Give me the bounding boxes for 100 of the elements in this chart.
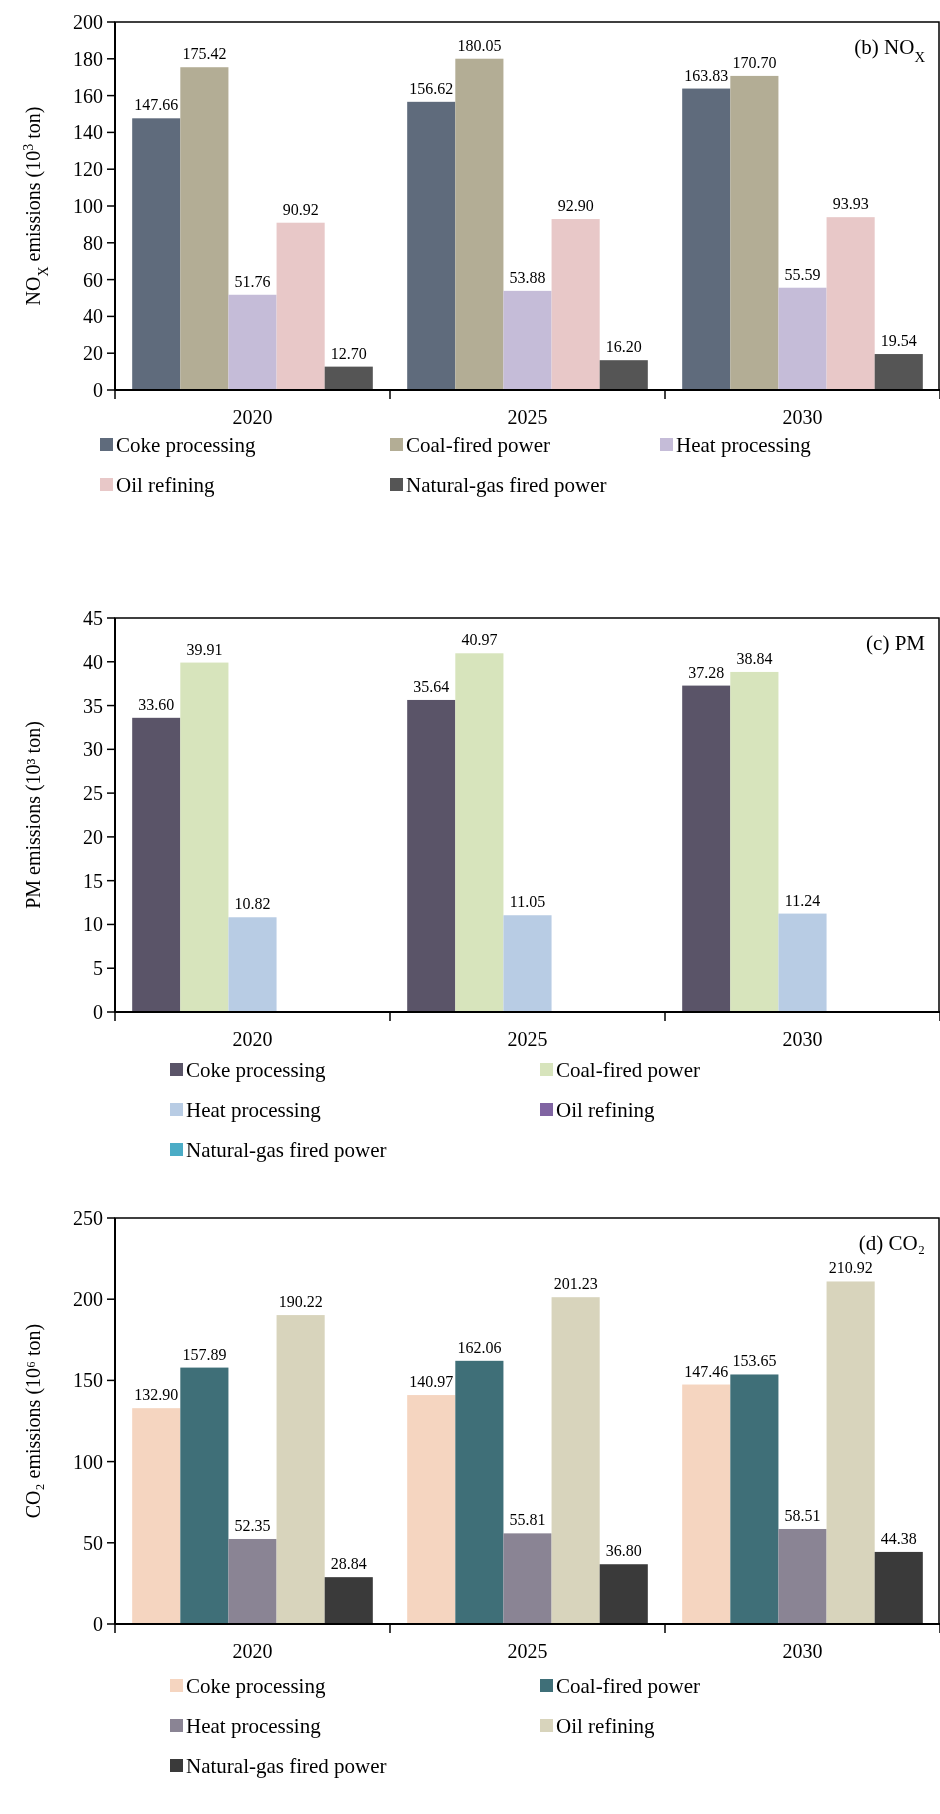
y-tick-label: 140	[73, 121, 103, 144]
data-label: 93.93	[832, 195, 869, 213]
y-tick-label: 0	[93, 1001, 103, 1023]
y-tick-label: 100	[73, 195, 103, 217]
y-tick-label: 45	[83, 607, 103, 629]
x-tick-label: 2030	[782, 406, 823, 428]
y-tick-label: 100	[73, 1450, 103, 1473]
legend-label: Coke processing	[186, 1058, 326, 1083]
x-tick-label: 2030	[782, 1640, 823, 1662]
bar	[682, 88, 731, 390]
x-tick-label: 2020	[232, 406, 273, 428]
data-label: 201.23	[553, 1275, 598, 1293]
y-tick-label: 150	[73, 1369, 103, 1392]
y-tick-label: 60	[83, 268, 103, 291]
data-label: 33.60	[138, 695, 175, 713]
bar	[730, 1374, 779, 1624]
bar	[778, 287, 827, 390]
bar	[228, 294, 277, 390]
data-label: 190.22	[278, 1293, 323, 1311]
data-label: 16.20	[605, 338, 642, 356]
data-label: 44.38	[880, 1529, 917, 1547]
data-label: 11.05	[509, 893, 546, 911]
legend-label: Heat processing	[186, 1714, 322, 1739]
x-tick-label: 2020	[232, 1028, 273, 1050]
y-tick-label: 30	[83, 738, 103, 761]
data-label: 175.42	[182, 45, 227, 63]
bar	[407, 101, 456, 390]
data-label: 147.46	[684, 1362, 729, 1380]
y-tick-label: 10	[83, 913, 103, 936]
legend-label: Coke processing	[116, 433, 256, 458]
x-tick-label: 2030	[782, 1028, 823, 1050]
data-label: 132.90	[134, 1386, 179, 1404]
data-label: 140.97	[409, 1373, 454, 1391]
bar	[503, 290, 552, 390]
data-label: 11.24	[784, 891, 821, 909]
bar	[228, 917, 277, 1012]
data-label: 147.66	[134, 96, 179, 114]
data-label: 163.83	[684, 66, 729, 84]
bar	[180, 1367, 229, 1624]
x-tick-label: 2025	[507, 1640, 548, 1662]
y-tick-label: 20	[83, 342, 103, 365]
y-tick-label: 200	[73, 11, 103, 33]
bar	[180, 67, 229, 390]
legend-label: Coke processing	[186, 1674, 326, 1699]
y-axis-title: PM emissions (10³ ton)	[22, 721, 45, 909]
data-label: 156.62	[409, 79, 454, 97]
data-label: 92.90	[557, 197, 594, 215]
data-label: 180.05	[457, 36, 502, 54]
y-tick-label: 50	[83, 1531, 103, 1554]
bar	[778, 913, 827, 1012]
data-label: 37.28	[688, 663, 725, 681]
legend-label: Heat processing	[186, 1098, 322, 1123]
bar	[826, 217, 875, 390]
bar	[132, 717, 181, 1012]
bar	[730, 671, 779, 1012]
bar	[682, 685, 731, 1012]
bar	[682, 1384, 731, 1624]
data-label: 210.92	[828, 1259, 873, 1277]
data-label: 38.84	[736, 649, 773, 667]
y-tick-label: 15	[83, 869, 103, 892]
data-label: 53.88	[509, 268, 546, 286]
data-label: 51.76	[234, 272, 271, 290]
text: (c) PM	[866, 631, 926, 655]
y-tick-label: 120	[73, 158, 103, 181]
bar	[407, 1395, 456, 1624]
y-tick-label: 20	[83, 825, 103, 848]
text: (d) CO₂	[858, 1231, 925, 1255]
bar	[132, 1408, 181, 1624]
bar	[599, 1564, 648, 1624]
legend-label: Natural-gas fired power	[406, 473, 607, 498]
bar	[730, 75, 779, 390]
data-label: 19.54	[880, 332, 917, 350]
bar	[324, 366, 373, 390]
y-tick-label: 5	[93, 957, 103, 980]
bar	[455, 653, 504, 1012]
bar	[132, 118, 181, 390]
bar	[826, 1281, 875, 1624]
bar	[551, 1297, 600, 1624]
bar	[455, 1360, 504, 1624]
y-tick-label: 160	[73, 84, 103, 107]
bar	[407, 699, 456, 1012]
legend-label: Natural-gas fired power	[186, 1754, 387, 1779]
y-tick-label: 25	[83, 782, 103, 805]
data-label: 153.65	[732, 1352, 777, 1370]
y-tick-label: 250	[73, 1207, 103, 1229]
bar	[874, 354, 923, 390]
data-label: 170.70	[732, 53, 777, 71]
bar	[228, 1538, 277, 1624]
y-tick-label: 0	[93, 1613, 103, 1635]
bar	[276, 222, 325, 390]
legend-label: Heat processing	[676, 433, 812, 458]
bar	[324, 1577, 373, 1624]
data-label: 28.84	[330, 1555, 367, 1573]
bar	[503, 915, 552, 1012]
data-label: 90.92	[282, 200, 319, 218]
x-tick-label: 2020	[232, 1640, 273, 1662]
legend-label: Oil refining	[556, 1714, 656, 1739]
y-tick-label: 0	[93, 379, 103, 401]
legend-label: Natural-gas fired power	[186, 1138, 387, 1163]
y-tick-label: 40	[83, 305, 103, 328]
